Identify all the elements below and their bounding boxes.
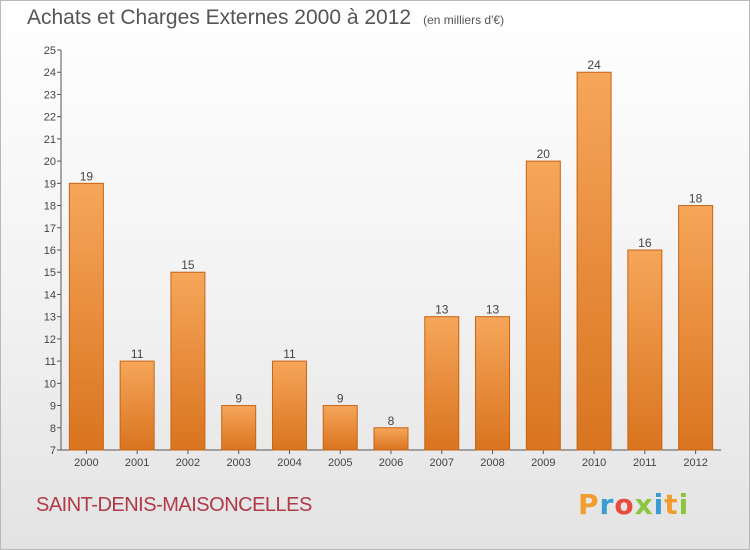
chart-title-text: Achats et Charges Externes 2000 à 2012 — [27, 6, 412, 29]
y-tick-label: 24 — [44, 67, 56, 79]
x-tick-label-2005: 2005 — [328, 457, 352, 469]
logo-letter: r — [599, 488, 615, 521]
x-tick-label-2012: 2012 — [683, 457, 707, 469]
y-tick-label: 14 — [44, 289, 56, 301]
data-label-2005: 9 — [337, 392, 344, 406]
logo-letter: i — [653, 488, 665, 521]
bar-2006[interactable] — [373, 427, 409, 451]
chart-subtitle: (en milliers d'€) — [423, 13, 505, 27]
data-label-2009: 20 — [537, 147, 551, 161]
y-tick-label: 20 — [44, 156, 56, 168]
data-label-2006: 8 — [388, 414, 395, 428]
y-tick-label: 13 — [44, 312, 56, 324]
logo-letter: P — [578, 488, 600, 521]
x-tick-label-2000: 2000 — [74, 457, 98, 469]
x-tick-label-2003: 2003 — [226, 457, 250, 469]
data-label-2007: 13 — [435, 303, 449, 317]
bar-2002[interactable] — [170, 271, 206, 451]
y-tick-label: 22 — [44, 112, 56, 124]
commune-name: SAINT-DENIS-MAISONCELLES — [36, 494, 312, 516]
bar-2005[interactable] — [322, 405, 358, 451]
data-label-2010: 24 — [587, 58, 601, 72]
data-label-2000: 19 — [80, 169, 94, 183]
y-tick-label: 17 — [44, 223, 56, 235]
logo-letter: x — [634, 488, 654, 521]
proxiti-logo[interactable]: Proxiti — [578, 488, 689, 521]
bar-2004[interactable] — [271, 360, 307, 451]
y-tick-label: 9 — [50, 401, 56, 413]
x-tick-label-2002: 2002 — [176, 457, 200, 469]
bar-2009[interactable] — [525, 160, 561, 451]
y-tick-label: 11 — [45, 356, 56, 368]
bar-2007[interactable] — [424, 316, 460, 451]
data-label-2008: 13 — [486, 303, 500, 317]
x-tick-label-2008: 2008 — [480, 457, 504, 469]
y-tick-label: 19 — [44, 178, 56, 190]
x-tick-label-2010: 2010 — [582, 457, 606, 469]
y-tick-label: 25 — [44, 45, 56, 57]
bar-2001[interactable] — [119, 360, 155, 451]
data-label-2003: 9 — [235, 392, 242, 406]
y-tick-label: 12 — [44, 334, 56, 346]
logo-letter: t — [664, 488, 679, 521]
data-label-2001: 11 — [131, 347, 144, 361]
logo-letter: i — [678, 488, 690, 521]
x-tick-label-2004: 2004 — [277, 457, 301, 469]
y-tick-label: 8 — [50, 423, 56, 435]
chart-axes: 7 8 9 10 11 12 13 14 15 16 17 18 19 20 21 22 23 24 25 2000 2… — [44, 45, 721, 469]
logo-letter: o — [614, 488, 635, 521]
y-tick-label: 23 — [44, 89, 56, 101]
data-label-2002: 15 — [181, 258, 195, 272]
x-tick-label-2009: 2009 — [531, 457, 555, 469]
data-label-2012: 18 — [689, 192, 703, 206]
y-tick-label: 18 — [44, 201, 56, 213]
bar-2000[interactable] — [68, 182, 104, 451]
y-tick-label: 21 — [44, 134, 56, 146]
x-tick-label-2006: 2006 — [379, 457, 403, 469]
y-tick-label: 10 — [44, 378, 56, 390]
bar-2010[interactable] — [576, 71, 612, 451]
chart-bars — [68, 71, 714, 451]
data-label-2011: 16 — [638, 236, 652, 250]
bar-2011[interactable] — [627, 249, 663, 451]
data-label-2004: 11 — [283, 347, 296, 361]
y-tick-label: 7 — [50, 445, 56, 457]
bar-2008[interactable] — [475, 316, 511, 451]
y-tick-label: 15 — [44, 267, 56, 279]
y-tick-label: 16 — [44, 245, 56, 257]
x-tick-label-2007: 2007 — [430, 457, 454, 469]
chart-title: Achats et Charges Externes 2000 à 2012 (e… — [27, 6, 504, 30]
chart-data-labels: 19 11 15 9 11 9 8 13 13 20 24 16 18 — [80, 58, 703, 428]
bar-2003[interactable] — [221, 405, 257, 451]
x-tick-label-2011: 2011 — [633, 457, 657, 469]
bar-2012[interactable] — [678, 205, 714, 451]
x-tick-label-2001: 2001 — [125, 457, 149, 469]
